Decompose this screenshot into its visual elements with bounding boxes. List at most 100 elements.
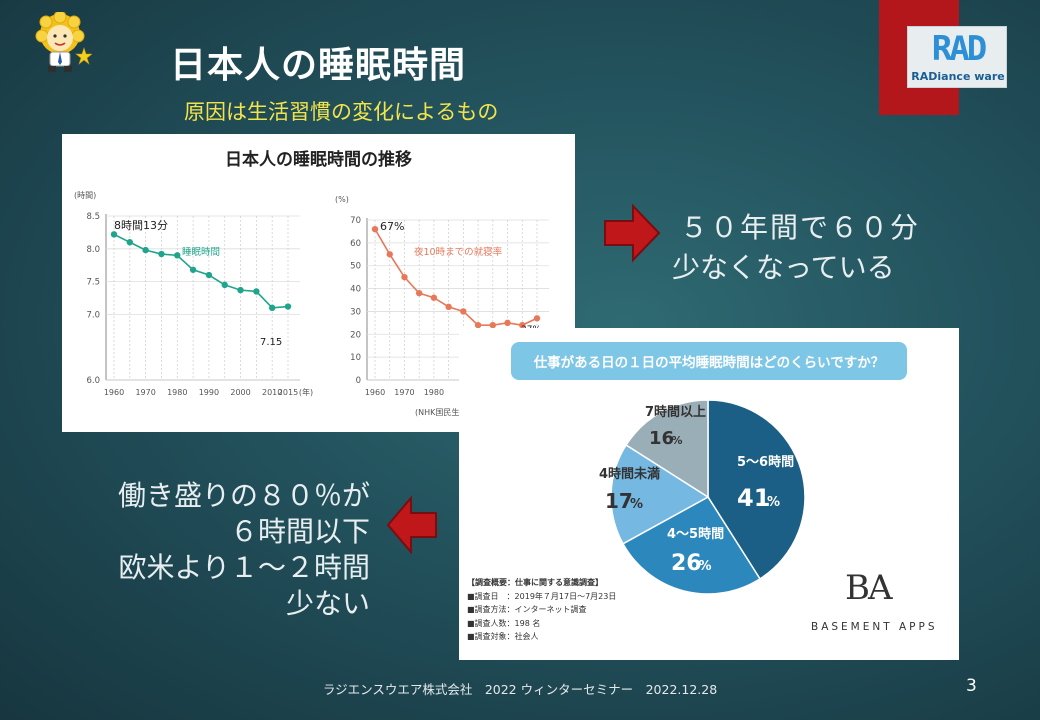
slide-subtitle: 原因は生活習慣の変化によるもの <box>184 100 499 124</box>
y-tick-label: 20 <box>350 330 361 340</box>
data-point <box>519 321 526 329</box>
slice-value: 17 <box>605 489 633 513</box>
brand-name: BASEMENT APPS <box>811 621 938 633</box>
data-point <box>142 246 149 254</box>
x-tick-label: 2015 <box>278 388 298 397</box>
slide-title: 日本人の睡眠時間 <box>170 45 467 86</box>
data-point <box>401 273 408 281</box>
y-tick-label: 7.0 <box>86 310 100 320</box>
data-point <box>386 251 393 258</box>
x-tick-label: 1980 <box>424 388 444 397</box>
data-point <box>415 289 423 297</box>
data-point <box>126 239 134 246</box>
series-line <box>113 233 289 309</box>
slice-label: 4時間未満 <box>599 466 660 482</box>
data-point <box>533 315 541 322</box>
slice-label: 4～5時間 <box>667 526 724 542</box>
data-point <box>268 304 276 312</box>
data-point <box>237 286 244 294</box>
arrow-left-icon <box>386 495 437 555</box>
footer: ラジエンスウエア株式会社 2022 ウィンターセミナー 2022.12.28 <box>322 682 718 697</box>
survey-row: ■調査人数：198 名 <box>467 618 541 628</box>
pie-slice <box>610 443 710 545</box>
note-left-line2: ６時間以下 <box>229 515 370 548</box>
data-point <box>221 281 228 289</box>
data-point <box>460 308 467 315</box>
slice-unit: % <box>699 559 712 574</box>
data-point <box>371 225 379 233</box>
slice-value: 41 <box>737 484 770 512</box>
x-tick-label: 1970 <box>135 388 155 397</box>
y-tick-label: 60 <box>350 239 361 249</box>
line-charts-svg: (時間) 8.5 8.0 7.5 7.0 6.0 1960 1970 1980 1990 2000 2… <box>74 191 549 417</box>
data-point <box>174 252 181 259</box>
x-tick-label: 1990 <box>199 388 219 397</box>
survey-row: ■調査方法：インターネット調査 <box>467 605 587 614</box>
slice-unit: % <box>672 434 683 447</box>
data-point <box>158 250 165 258</box>
data-point <box>284 303 292 310</box>
sun-mascot-icon <box>35 12 92 72</box>
note-left-line3: 欧米より１～２時間 <box>118 551 370 584</box>
page-number: 3 <box>966 676 977 696</box>
y-tick-label: 7.5 <box>86 278 100 288</box>
pie-slice <box>625 399 709 499</box>
slice-label: 5～6時間 <box>737 454 794 470</box>
survey-title: 【調査概要：仕事に関する意識調査】 <box>467 578 603 587</box>
survey-question: 仕事がある日の１日の平均睡眠時間はどのくらいですか？ <box>533 355 885 371</box>
company-logo: RAD RADiance ware <box>907 26 1007 88</box>
y-axis-label: (時間) <box>74 191 96 200</box>
survey-row: ■調査対象：社会人 <box>467 632 539 641</box>
note-left: 働き盛りの８０％が ６時間以下 欧米より１～２時間 少ない <box>60 478 370 622</box>
data-point <box>489 321 497 329</box>
series-label: 夜10時までの就寝率 <box>414 246 503 258</box>
note-left-line1: 働き盛りの８０％が <box>117 479 370 512</box>
y-tick-label: 6.0 <box>86 376 100 386</box>
arrow-right-icon <box>604 203 661 263</box>
x-axis-label: (年) <box>299 387 313 397</box>
x-tick-label: 2000 <box>230 388 250 397</box>
data-point <box>189 266 197 273</box>
data-point <box>504 319 511 327</box>
data-point <box>110 231 118 238</box>
y-tick-label: 0 <box>356 376 361 386</box>
y-tick-label: 10 <box>350 353 361 363</box>
data-point <box>445 303 452 311</box>
logo-sub-text: RADiance ware <box>911 70 1005 83</box>
y-tick-label: 8.0 <box>86 245 100 255</box>
x-tick-label: 2010 <box>262 388 282 397</box>
survey-pie-chart: 仕事がある日の１日の平均睡眠時間はどのくらいですか？ 5～6時間 41% 4～5時間… <box>459 328 959 660</box>
x-tick-label: 1960 <box>365 388 385 397</box>
y-tick-label: 30 <box>350 307 361 317</box>
slice-value: 16 <box>649 428 674 449</box>
note-right-line1: ５０年間で６０分 <box>680 211 921 244</box>
slice-unit: % <box>630 497 643 512</box>
data-point <box>474 321 482 329</box>
y-tick-label: 8.5 <box>86 212 100 222</box>
note-right-line2: 少なくなっている <box>672 251 895 284</box>
logo-main-text: RAD <box>931 29 987 69</box>
survey-summary: 【調査概要：仕事に関する意識調査】 ■調査日 ：2019年７月17日～7月23日… <box>467 576 687 644</box>
sleep-trend-chart: 日本人の睡眠時間の推移 (時間) 8.5 8.0 7.5 7.0 6.0 1960 1970 1… <box>62 134 575 432</box>
slice-value: 26 <box>671 551 702 576</box>
annotation: 67% <box>380 220 404 233</box>
pie-chart-svg: 5～6時間 41% 4～5時間 26% 4時間未満 17% 7時間以上 16% <box>599 399 806 595</box>
y-tick-label: 50 <box>350 262 361 272</box>
y-tick-label: 70 <box>350 216 361 226</box>
annotation: 7.15 <box>260 337 282 348</box>
data-point <box>205 271 213 279</box>
series-label: 睡眠時間 <box>182 246 220 258</box>
annotation: 8時間13分 <box>114 219 168 232</box>
series-line <box>374 228 538 326</box>
y-axis-label: (%) <box>335 195 349 204</box>
survey-row: ■調査日 ：2019年７月17日～7月23日 <box>467 591 617 601</box>
chart-title: 日本人の睡眠時間の推移 <box>225 150 412 170</box>
note-right: ５０年間で６０分 少なくなっている <box>672 208 972 288</box>
data-point <box>430 294 438 301</box>
x-tick-label: 1960 <box>104 388 124 397</box>
y-tick-label: 40 <box>350 285 361 295</box>
data-point <box>253 288 260 295</box>
x-tick-label: 1970 <box>394 388 414 397</box>
brand-mark: BA <box>845 568 893 608</box>
slice-unit: % <box>767 495 780 510</box>
